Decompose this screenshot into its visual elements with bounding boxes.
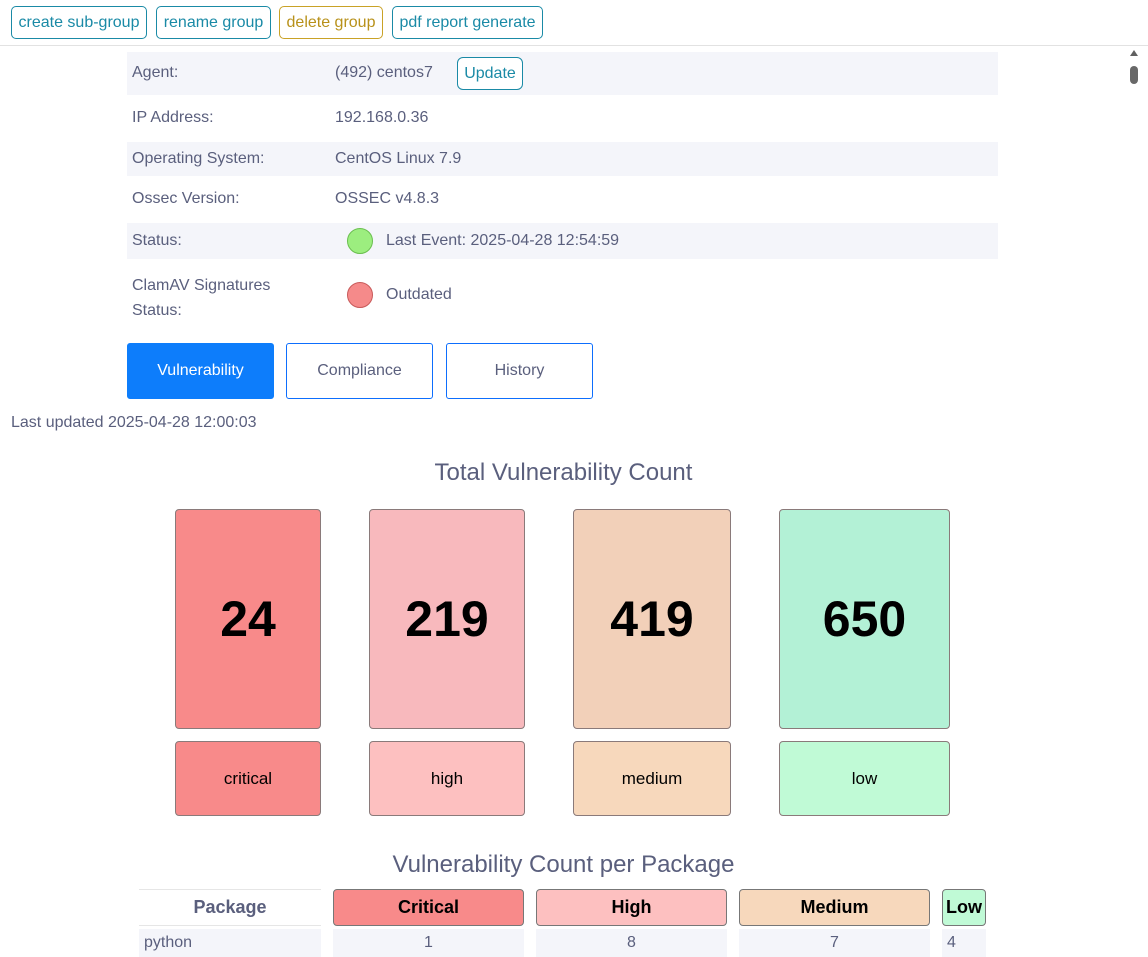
table-header-low[interactable]: Low — [942, 889, 986, 926]
table-header-package[interactable]: Package — [139, 889, 321, 926]
os-row: Operating System: CentOS Linux 7.9 — [127, 142, 998, 176]
tab-vulnerability[interactable]: Vulnerability — [127, 343, 274, 399]
critical-label: critical — [175, 741, 321, 816]
medium-label: medium — [573, 741, 731, 816]
clamav-value: Outdated — [386, 286, 452, 303]
low-label: low — [779, 741, 950, 816]
table-cell-medium: 7 — [739, 929, 930, 957]
status-value: Last Event: 2025-04-28 12:54:59 — [386, 232, 620, 249]
agent-value: (492) centos7 — [335, 64, 433, 81]
clamav-outdated-indicator-icon — [347, 282, 373, 308]
table-cell-low: 4 — [942, 929, 986, 957]
scroll-up-arrow-icon[interactable] — [1130, 50, 1138, 56]
critical-count-card: 24 — [175, 509, 321, 729]
package-vulnerability-title: Vulnerability Count per Package — [392, 851, 735, 878]
scroll-thumb[interactable] — [1130, 66, 1138, 84]
agent-label: Agent: — [132, 64, 179, 81]
medium-count-card: 419 — [573, 509, 731, 729]
high-count-card: 219 — [369, 509, 525, 729]
toolbar: create sub-group rename group delete gro… — [0, 0, 1148, 46]
agent-row: Agent: (492) centos7 Update — [127, 52, 998, 95]
table-cell-package: python — [139, 929, 321, 957]
table-cell-critical: 1 — [333, 929, 524, 957]
ossec-label: Ossec Version: — [132, 190, 240, 207]
high-label: high — [369, 741, 525, 816]
clamav-row: ClamAV Signatures Status: Outdated — [127, 266, 998, 322]
tab-history[interactable]: History — [446, 343, 593, 399]
update-button[interactable]: Update — [457, 57, 523, 90]
ip-row: IP Address: 192.168.0.36 — [127, 99, 998, 133]
os-label: Operating System: — [132, 150, 265, 167]
os-value: CentOS Linux 7.9 — [335, 150, 462, 167]
table-cell-high: 8 — [536, 929, 727, 957]
status-row: Status: Last Event: 2025-04-28 12:54:59 — [127, 223, 998, 259]
rename-group-button[interactable]: rename group — [156, 6, 271, 39]
table-header-critical[interactable]: Critical — [333, 889, 524, 926]
pdf-report-button[interactable]: pdf report generate — [392, 6, 543, 39]
vertical-scrollbar[interactable] — [1127, 46, 1142, 957]
ip-label: IP Address: — [132, 109, 214, 126]
delete-group-button[interactable]: delete group — [279, 6, 383, 39]
total-vulnerability-title: Total Vulnerability Count — [434, 459, 693, 486]
last-updated-text: Last updated 2025-04-28 12:00:03 — [11, 414, 257, 431]
status-online-indicator-icon — [347, 228, 373, 254]
table-header-medium[interactable]: Medium — [739, 889, 930, 926]
low-count-card: 650 — [779, 509, 950, 729]
ip-value: 192.168.0.36 — [335, 109, 429, 126]
tab-compliance[interactable]: Compliance — [286, 343, 433, 399]
clamav-label-line1: ClamAV Signatures — [132, 277, 271, 294]
clamav-label: ClamAV Signatures Status: — [132, 273, 270, 323]
ossec-value: OSSEC v4.8.3 — [335, 190, 440, 207]
status-label: Status: — [132, 232, 182, 249]
create-subgroup-button[interactable]: create sub-group — [11, 6, 147, 39]
clamav-label-line2: Status: — [132, 302, 182, 319]
ossec-row: Ossec Version: OSSEC v4.8.3 — [127, 182, 998, 216]
table-header-high[interactable]: High — [536, 889, 727, 926]
